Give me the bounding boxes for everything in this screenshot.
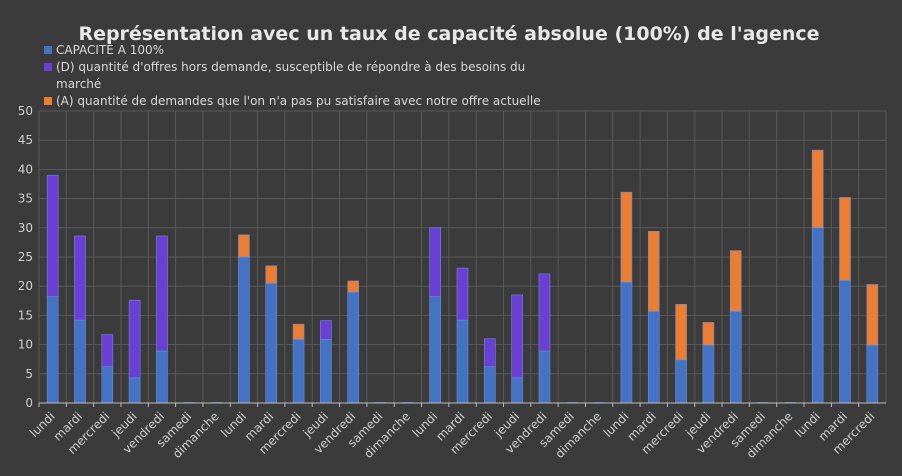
- legend-item: (A) quantité de demandes que l'on n'a pa…: [44, 94, 541, 108]
- bar-segment: [811, 149, 824, 229]
- bar-segment: [292, 339, 305, 404]
- bar-segment: [839, 280, 851, 404]
- legend: CAPACITE A 100% (D) quantité d'offres hor…: [44, 43, 541, 108]
- bar-segment: [265, 265, 278, 284]
- bar-segment: [238, 234, 250, 258]
- y-axis-ticks: 0 5 10 15 20 25 30 35 40 45 50: [18, 104, 33, 410]
- bar-segment: [511, 294, 523, 379]
- bars: [46, 149, 879, 404]
- bar-segment: [156, 235, 168, 352]
- bar-segment: [238, 256, 250, 404]
- legend-item: (D) quantité d'offres hors demande, susc…: [44, 60, 525, 91]
- y-tick-label: 20: [18, 279, 33, 293]
- bar-segment: [101, 334, 114, 368]
- x-axis-ticks: lundimardimercredijeudivendredisamedidim…: [27, 403, 877, 461]
- bar-segment: [456, 267, 469, 321]
- bar-segment: [320, 339, 332, 404]
- bar-segment: [484, 338, 496, 368]
- bar-segment: [620, 191, 633, 283]
- legend-label: CAPACITE A 100%: [56, 43, 164, 57]
- bar-segment: [675, 359, 687, 404]
- bar-segment: [511, 377, 523, 404]
- bar-segment: [538, 350, 551, 404]
- y-tick-label: 45: [18, 133, 33, 147]
- y-tick-label: 40: [18, 162, 33, 176]
- y-tick-label: 0: [25, 396, 33, 410]
- bar-segment: [729, 311, 742, 404]
- legend-label: marché: [56, 77, 101, 91]
- bar-segment: [46, 296, 59, 404]
- bar-segment: [101, 366, 114, 404]
- bar-segment: [347, 291, 360, 404]
- y-tick-label: 15: [18, 308, 33, 322]
- bar-segment: [647, 231, 660, 312]
- bar-segment: [839, 197, 851, 281]
- bar-segment: [320, 320, 332, 340]
- y-tick-label: 30: [18, 221, 33, 235]
- bar-segment: [347, 280, 360, 293]
- bar-segment: [729, 250, 742, 312]
- bar-segment: [647, 311, 660, 404]
- y-tick-label: 10: [18, 338, 33, 352]
- chart-title: Représentation avec un taux de capacité …: [78, 23, 819, 45]
- bar-segment: [429, 296, 441, 404]
- bar-segment: [128, 299, 141, 379]
- bar-segment: [866, 284, 879, 346]
- bar-segment: [156, 350, 168, 404]
- bar-segment: [811, 227, 824, 404]
- bar-segment: [702, 322, 715, 346]
- bar-segment: [292, 323, 305, 340]
- bar-segment: [429, 227, 441, 298]
- legend-label: (A) quantité de demandes que l'on n'a pa…: [56, 94, 541, 108]
- bar-segment: [620, 281, 633, 404]
- legend-swatch: [44, 46, 52, 54]
- bar-segment: [74, 235, 86, 321]
- bar-segment: [74, 319, 86, 404]
- legend-label: (D) quantité d'offres hors demande, susc…: [56, 60, 525, 74]
- bar-segment: [484, 366, 496, 404]
- legend-swatch: [44, 63, 52, 71]
- legend-swatch: [44, 97, 52, 105]
- gridlines: [38, 110, 887, 404]
- y-tick-label: 35: [18, 192, 33, 206]
- legend-item: CAPACITE A 100%: [44, 43, 164, 57]
- y-tick-label: 25: [18, 250, 33, 264]
- y-tick-label: 5: [25, 367, 33, 381]
- bar-segment: [456, 319, 469, 404]
- bar-segment: [675, 304, 687, 361]
- bar-segment: [265, 282, 278, 404]
- bar-segment: [538, 273, 551, 352]
- bar-segment: [702, 344, 715, 404]
- y-tick-label: 50: [18, 104, 33, 118]
- bar-segment: [128, 377, 141, 404]
- bar-segment: [866, 344, 879, 404]
- bar-segment: [46, 174, 59, 298]
